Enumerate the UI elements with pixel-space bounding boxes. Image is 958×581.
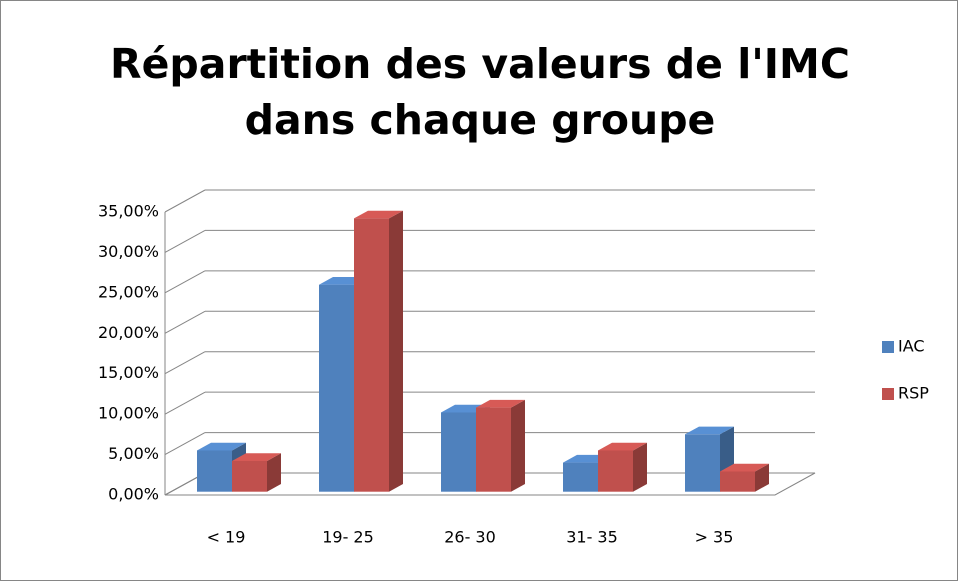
y-tick-label: 35,00%	[98, 202, 159, 221]
x-tick-label: > 35	[695, 528, 734, 547]
y-tick-label: 25,00%	[98, 282, 159, 301]
bar	[319, 284, 354, 492]
x-tick-label: 19- 25	[322, 528, 374, 547]
bar-side	[633, 442, 647, 492]
bar-top	[232, 453, 281, 461]
bar-side	[511, 399, 525, 492]
bar	[598, 450, 633, 492]
y-tick-label: 10,00%	[98, 404, 159, 423]
bar-top	[476, 399, 525, 408]
x-tick-label: 31- 35	[566, 528, 618, 547]
legend-label: RSP	[898, 384, 929, 403]
grid-line	[164, 270, 206, 294]
y-tick-label: 30,00%	[98, 242, 159, 261]
x-tick-label: < 19	[207, 528, 246, 547]
legend-swatch	[882, 388, 894, 400]
bar	[685, 434, 720, 492]
bar-side	[267, 453, 281, 492]
bar-top	[354, 210, 403, 219]
bar-top	[598, 442, 647, 451]
grid-line	[164, 229, 206, 253]
bar-side	[389, 210, 403, 492]
bar-top	[197, 442, 246, 451]
grid-line	[164, 310, 206, 334]
grid-line	[164, 189, 206, 213]
bar-side	[755, 463, 769, 492]
bar	[232, 460, 267, 492]
y-tick-label: 0,00%	[108, 485, 159, 504]
bar	[197, 450, 232, 492]
bar-top	[685, 426, 734, 435]
x-tick-label: 26- 30	[444, 528, 496, 547]
grid-line	[164, 432, 206, 456]
grid-line	[164, 351, 206, 375]
bar	[354, 218, 389, 492]
bar	[441, 412, 476, 492]
bar	[476, 407, 511, 492]
bar	[720, 471, 755, 492]
grid-line	[164, 391, 206, 415]
bar	[563, 462, 598, 492]
y-tick-label: 20,00%	[98, 323, 159, 342]
legend-swatch	[882, 341, 894, 353]
y-tick-label: 5,00%	[108, 444, 159, 463]
bar-top	[720, 463, 769, 472]
legend-label: IAC	[898, 337, 925, 356]
chart-title: Répartition des valeurs de l'IMC dans ch…	[110, 40, 850, 144]
y-tick-label: 15,00%	[98, 363, 159, 382]
